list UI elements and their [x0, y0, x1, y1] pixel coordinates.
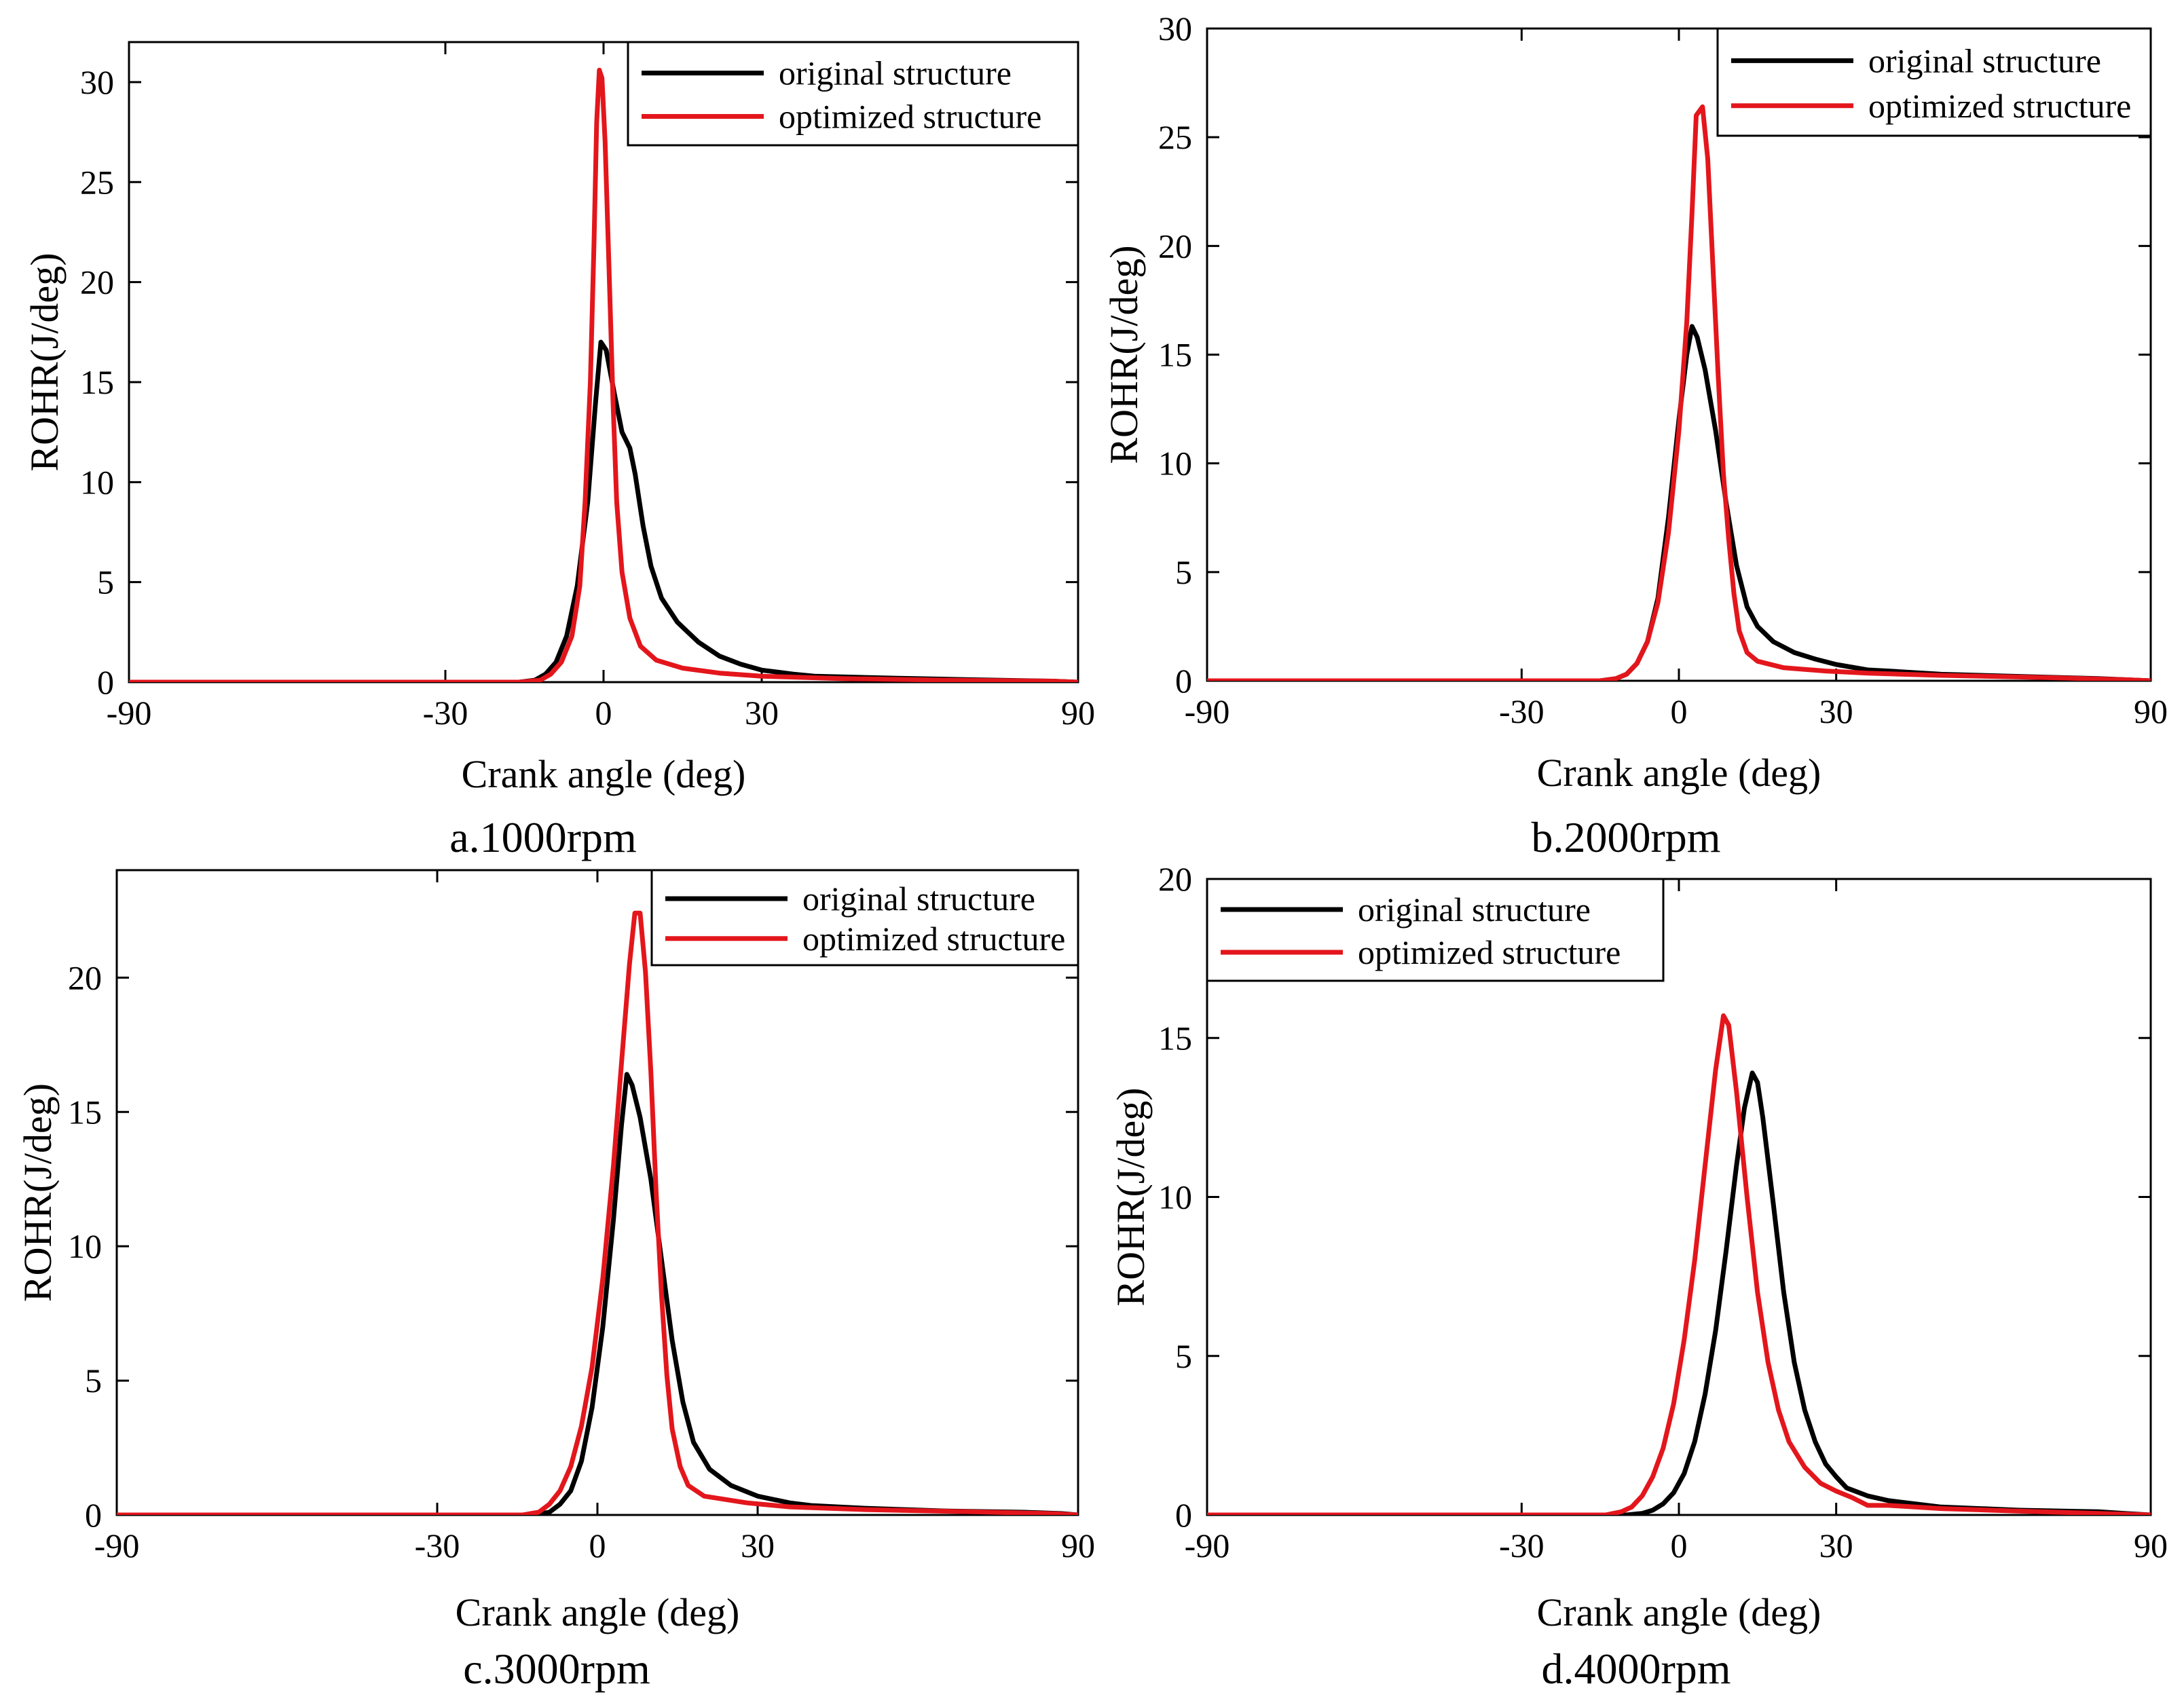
chart-panel-1: -90 -30 0 30 90 0 5 10 15 20 25 30 original structur… [22, 41, 1095, 861]
y-tick-label: 25 [80, 163, 114, 201]
series-line-optimized [117, 910, 1078, 1515]
x-tick-label: -90 [94, 1526, 140, 1565]
y-tick-label: 0 [1175, 1496, 1192, 1534]
y-tick-label: 20 [68, 958, 102, 996]
panel-caption: c.3000rpm [463, 1645, 650, 1693]
x-tick-label: 0 [1671, 1526, 1688, 1565]
legend-label-optimized: optimized structure [779, 97, 1041, 135]
legend-label-original: original structure [1868, 41, 2101, 79]
x-tick-label: 90 [2134, 692, 2168, 730]
panel-caption: b.2000rpm [1531, 813, 1720, 861]
legend-box [627, 41, 1079, 147]
legend-box [650, 869, 1079, 967]
y-tick-label: 15 [1158, 336, 1192, 374]
series-line-optimized [129, 67, 1078, 682]
legend-label-optimized: optimized structure [1358, 933, 1621, 971]
x-tick-label: 0 [1671, 692, 1688, 730]
y-tick-label: 15 [68, 1093, 102, 1131]
legend-box [1206, 878, 1665, 982]
y-tick-label: 30 [80, 63, 114, 101]
x-tick-label: 30 [745, 694, 779, 732]
chart-panel-4: -90 -30 0 30 90 0 5 10 15 20 original structure opt… [1109, 860, 2168, 1693]
y-axis-label: ROHR(J/deg) [16, 1083, 60, 1302]
x-tick-label: 30 [1819, 692, 1853, 730]
x-tick-label: -90 [1185, 692, 1230, 730]
chart-panel-3: -90 -30 0 30 90 0 5 10 15 20 original structureopt… [16, 869, 1095, 1693]
panel-caption: a.1000rpm [449, 813, 637, 861]
y-tick-label: 20 [1158, 860, 1192, 898]
y-tick-label: 5 [1175, 553, 1192, 591]
y-tick-label: 25 [1158, 118, 1192, 156]
x-axis-label: Crank angle (deg) [1537, 751, 1821, 795]
x-tick-label: -30 [423, 694, 468, 732]
x-tick-label: 30 [1819, 1526, 1853, 1565]
y-tick-label: 10 [80, 463, 114, 501]
legend-label-original: original structure [802, 880, 1035, 918]
series-line-original [1207, 1070, 2151, 1515]
y-tick-label: 30 [1158, 10, 1192, 48]
y-tick-label: 5 [97, 563, 114, 601]
legend-label-optimized: optimized structure [1868, 87, 2131, 125]
x-tick-label: -30 [1499, 692, 1544, 730]
y-tick-label: 0 [85, 1496, 102, 1534]
legend-label-original: original structure [1358, 891, 1591, 929]
y-tick-label: 15 [1158, 1019, 1192, 1057]
series-line-original [1207, 324, 2151, 681]
y-axis-label: ROHR(J/deg) [22, 252, 67, 471]
legend: original structure optimized structure [1716, 27, 2152, 137]
series-line-optimized [1207, 104, 2151, 681]
x-axis-label: Crank angle (deg) [456, 1590, 740, 1634]
y-tick-label: 10 [1158, 445, 1192, 483]
x-tick-label: 30 [741, 1526, 775, 1565]
x-axis-label: Crank angle (deg) [1537, 1590, 1821, 1634]
x-tick-label: -90 [107, 694, 152, 732]
legend-box [1716, 27, 2152, 137]
y-tick-label: 15 [80, 363, 114, 401]
legend-label-optimized: optimized structure [802, 920, 1065, 958]
series-line-optimized [1207, 1013, 2151, 1515]
chart-panel-2: -90 -30 0 30 90 0 5 10 15 20 25 30 original structur… [1102, 10, 2168, 861]
plot-frame [115, 869, 1079, 1516]
x-tick-label: 90 [1061, 694, 1095, 732]
panel-caption: d.4000rpm [1541, 1645, 1730, 1693]
x-tick-label: -30 [415, 1526, 460, 1565]
y-tick-label: 0 [1175, 662, 1192, 700]
legend: original structure optimized structure [627, 41, 1079, 147]
x-tick-label: -90 [1185, 1526, 1230, 1565]
x-axis-label: Crank angle (deg) [462, 752, 746, 796]
legend-label-original: original structure [779, 54, 1012, 92]
x-tick-label: -30 [1499, 1526, 1544, 1565]
series-line-original [117, 1072, 1078, 1515]
y-tick-label: 5 [85, 1362, 102, 1400]
legend: original structure optimized structure [1206, 878, 1665, 982]
x-tick-label: 0 [589, 1526, 606, 1565]
y-tick-label: 10 [1158, 1178, 1192, 1216]
y-axis-label: ROHR(J/deg) [1109, 1087, 1153, 1306]
series-line-original [129, 339, 1078, 682]
y-tick-label: 5 [1175, 1337, 1192, 1375]
y-tick-label: 20 [80, 263, 114, 301]
y-tick-label: 0 [97, 663, 114, 701]
y-axis-label: ROHR(J/deg) [1102, 245, 1146, 464]
x-tick-label: 90 [2134, 1526, 2168, 1565]
x-tick-label: 0 [595, 694, 612, 732]
y-tick-label: 20 [1158, 227, 1192, 265]
x-tick-label: 90 [1061, 1526, 1095, 1565]
y-tick-label: 10 [68, 1227, 102, 1265]
